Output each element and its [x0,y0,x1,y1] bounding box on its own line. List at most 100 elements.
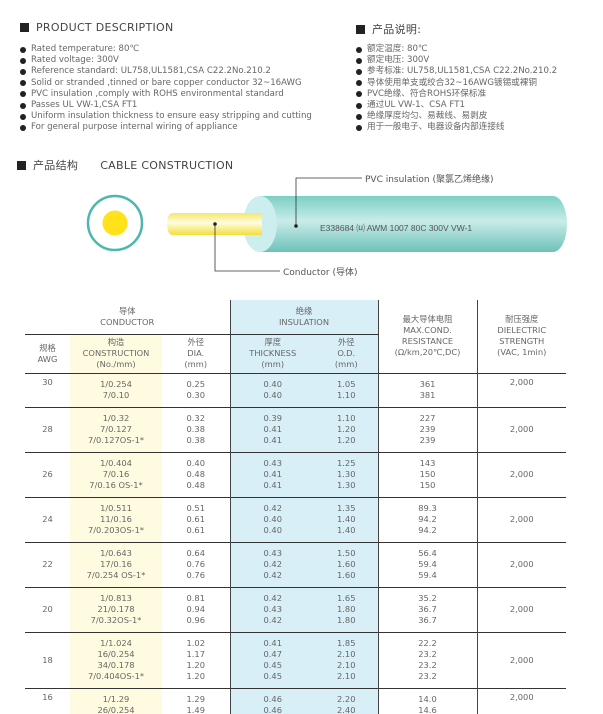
cell-resistance-line: 56.4 [418,548,437,558]
cell-thickness-line: 0.43 [263,548,282,558]
cell-dia: 0.81 0.94 0.96 [162,587,230,632]
cell-resistance-line: 14.6 [418,705,437,714]
cell-od-line: 1.30 [337,469,356,479]
cell-od-line: 2.20 [337,694,356,705]
header-resistance: 最大导体电阻 MAX.COND. RESISTANCE (Ω/km,20℃,DC) [378,300,478,373]
group-conductor-header-line: CONDUCTOR [100,316,155,327]
header-dia-line: 外径 [187,337,205,347]
cell-thickness: 0.39 0.41 0.41 [229,407,315,452]
cell-construction-line: 7/0.32OS-1* [90,615,142,625]
cell-awg: 30 [42,376,53,387]
cell-dia-line: 0.76 [186,570,205,580]
cell-awg: 22 [42,559,53,569]
cell-awg: 26 [42,469,53,479]
conductor-core [102,210,128,236]
cell-construction: 1/0.813 21/0.178 7/0.32OS-1* [70,587,162,632]
table-row: 16 1/1.29 26/0.254 1.29 1.49 0.46 0.46 2.20 2.40… [25,688,566,714]
cell-od-line: 1.10 [337,413,356,423]
header-thickness-line: 厚度 [264,337,282,347]
cell-dia: 0.51 0.61 0.61 [162,497,230,542]
cell-resistance-line: 361 [419,379,436,389]
cell-resistance-line: 239 [419,424,436,434]
cell-thickness: 0.42 0.40 0.40 [229,497,315,542]
cell-od: 1.25 1.30 1.30 [315,452,379,497]
cell-od: 1.10 1.20 1.20 [315,407,379,452]
description-item: 额定温度: 80℃ [356,44,557,55]
cell-thickness-line: 0.41 [263,480,282,490]
cell-dia-line: 0.64 [186,548,205,558]
title-text: 产品说明: [372,23,422,36]
cell-resistance-line: 35.2 [418,593,437,603]
cell-construction-line: 1/0.643 [100,548,132,558]
cell-dia-line: 0.76 [186,559,205,569]
cell-resistance-line: 23.2 [418,649,437,659]
header-resistance-line: RESISTANCE [401,336,454,347]
square-bullet-icon [356,24,365,34]
header-thickness-line: THICKNESS [249,348,297,358]
header-thickness-line: (mm) [261,359,285,369]
cell-od-line: 2.10 [337,671,356,681]
description-item: Rated temperature: 80℃ [20,44,312,55]
cell-resistance-line: 36.7 [418,604,437,614]
cell-thickness: 0.41 0.47 0.45 0.45 [229,632,315,688]
cell-resistance-line: 239 [419,435,436,445]
cell-resistance: 361 381 [378,373,478,407]
cell-od: 2.20 2.40 [315,688,379,714]
cell-od-line: 1.20 [337,435,356,445]
table-row: 18 1/1.024 16/0.254 34/0.178 7/0.404OS-1* 1.0… [25,632,566,688]
cell-resistance-line: 14.0 [418,694,437,705]
cell-dia-line: 0.40 [186,458,205,468]
cell-resistance-line: 59.4 [418,570,437,580]
cell-thickness-line: 0.40 [263,514,282,524]
cell-dielectric: 2,000 [509,376,534,387]
header-resistance-line: 最大导体电阻 [402,314,453,325]
header-resistance-line: (Ω/km,20℃,DC) [394,347,461,358]
cell-thickness-line: 0.43 [263,458,282,468]
cell-construction: 1/0.32 7/0.127 7/0.127OS-1* [70,407,162,452]
table-row: 24 1/0.511 11/0.16 7/0.203OS-1* 0.51 0.61 0.61… [25,497,566,542]
cell-od-line: 1.80 [337,615,356,625]
cell-thickness: 0.42 0.43 0.42 [229,587,315,632]
description-item: 绝缘厚度均匀、易裁线、易剥皮 [356,111,557,122]
header-awg: 规格 AWG [25,334,70,373]
cell-dia-line: 1.29 [186,694,205,705]
cell-awg: 16 [42,691,53,702]
cell-thickness-line: 0.41 [263,638,282,648]
cell-thickness-line: 0.40 [263,390,282,400]
cell-thickness-line: 0.46 [263,694,282,705]
cell-od: 1.05 1.10 [315,373,379,407]
cell-dia: 1.02 1.17 1.20 1.20 [162,632,230,688]
title-cn: 产品结构 [33,159,79,172]
cell-resistance: 227 239 239 [378,407,478,452]
header-construction-line: 构造 [107,337,125,347]
cell-od-line: 1.10 [337,390,356,400]
cell-thickness: 0.43 0.42 0.42 [229,542,315,587]
cell-dielectric: 2,000 [509,691,534,702]
cell-resistance-line: 94.2 [418,514,437,524]
cell-thickness-line: 0.45 [263,660,282,670]
cell-dielectric: 2,000 [509,559,534,569]
cell-construction: 1/0.254 7/0.10 [70,373,162,407]
header-dia: 外径 DIA. (mm) [162,334,230,373]
group-insulation-header-line: 绝缘 [295,305,313,316]
header-od-line: O.D. [337,348,356,358]
group-conductor-header: 导体 CONDUCTOR [25,300,230,335]
cell-thickness: 0.46 0.46 [229,688,315,714]
cell-thickness-line: 0.39 [263,413,282,423]
cell-resistance: 56.4 59.4 59.4 [378,542,478,587]
header-dielectric-line: DIELECTRIC [497,325,547,336]
cell-construction-line: 7/0.203OS-1* [87,525,145,535]
description-item: Rated voltage: 300V [20,55,312,66]
cell-dia: 0.25 0.30 [162,373,230,407]
product-description-cn-title: 产品说明: [356,21,421,37]
cell-dielectric: 2,000 [509,654,534,665]
cell-thickness-line: 0.41 [263,435,282,445]
header-dia-line: (mm) [184,359,208,369]
cell-od-line: 1.40 [337,525,356,535]
square-bullet-icon [17,160,26,170]
cell-od: 1.85 2.10 2.10 2.10 [315,632,379,688]
cell-thickness: 0.43 0.41 0.41 [229,452,315,497]
cell-od-line: 1.25 [337,458,356,468]
header-construction-line: (No./mm) [96,359,136,369]
cell-construction-line: 7/0.16 OS-1* [89,480,143,490]
